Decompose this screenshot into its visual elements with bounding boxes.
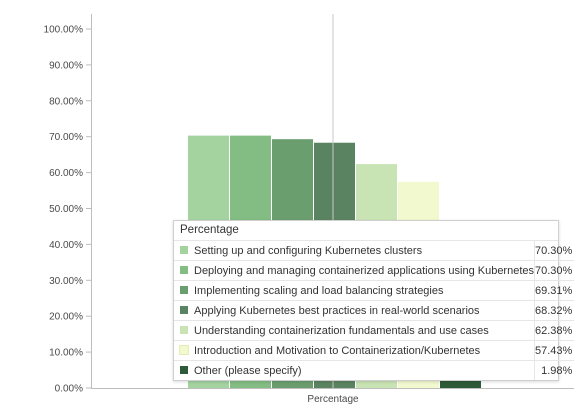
legend-swatch xyxy=(180,285,188,294)
tooltip-row: Applying Kubernetes best practices in re… xyxy=(174,300,574,321)
bar[interactable] xyxy=(440,380,481,388)
tooltip-series-cell: Other (please specify) xyxy=(174,361,535,381)
legend-swatch xyxy=(179,344,189,355)
legend-swatch xyxy=(180,245,188,254)
tooltip-row: Introduction and Motivation to Container… xyxy=(174,340,574,361)
tooltip-series-name: Implementing scaling and load balancing … xyxy=(194,284,444,297)
tooltip-series-cell: Implementing scaling and load balancing … xyxy=(174,280,535,301)
legend-swatch xyxy=(180,365,188,374)
tooltip-series-name: Applying Kubernetes best practices in re… xyxy=(194,304,480,317)
tooltip-series-name: Setting up and configuring Kubernetes cl… xyxy=(194,244,423,257)
tooltip-series-cell: Introduction and Motivation to Container… xyxy=(174,340,535,361)
tooltip-row: Other (please specify) 1.98% xyxy=(174,360,574,381)
y-tick-label: 20.00% xyxy=(49,312,83,323)
tooltip-series-name: Understanding containerization fundament… xyxy=(194,324,489,337)
x-tick-label: Percentage xyxy=(307,394,359,405)
legend-swatch xyxy=(180,325,188,334)
tooltip-series-cell: Deploying and managing containerized app… xyxy=(174,260,535,281)
y-tick-label: 80.00% xyxy=(49,96,83,107)
tooltip-table: Setting up and configuring Kubernetes cl… xyxy=(174,241,574,380)
y-tick-label: 10.00% xyxy=(49,348,83,359)
legend-swatch xyxy=(180,265,188,274)
tooltip-row: Setting up and configuring Kubernetes cl… xyxy=(174,241,574,261)
y-tick-label: 0.00% xyxy=(55,384,83,395)
chart-tooltip: Percentage Setting up and configuring Ku… xyxy=(173,220,574,381)
y-tick-label: 60.00% xyxy=(49,168,83,179)
tooltip-series-value: 69.31% xyxy=(534,280,574,301)
tooltip-series-value: 62.38% xyxy=(534,320,574,341)
y-axis: 0.00% 10.00% 20.00% 30.00% 40.00% 50.00% 60.00… xyxy=(44,25,91,395)
legend-swatch xyxy=(180,305,188,314)
tooltip-series-cell: Understanding containerization fundament… xyxy=(174,320,535,341)
tooltip-series-value: 70.30% xyxy=(534,260,574,281)
tooltip-series-value: 1.98% xyxy=(534,360,574,380)
y-tick-label: 90.00% xyxy=(49,60,83,71)
y-tick-label: 40.00% xyxy=(49,240,83,251)
tooltip-series-cell: Applying Kubernetes best practices in re… xyxy=(174,300,535,321)
y-tick-label: 70.00% xyxy=(49,132,83,143)
tooltip-series-name: Deploying and managing containerized app… xyxy=(194,264,535,277)
tooltip-series-cell: Setting up and configuring Kubernetes cl… xyxy=(174,241,535,261)
tooltip-series-value: 68.32% xyxy=(534,300,574,321)
tooltip-row: Implementing scaling and load balancing … xyxy=(174,280,574,301)
tooltip-series-name: Introduction and Motivation to Container… xyxy=(194,344,481,357)
tooltip-row: Understanding containerization fundament… xyxy=(174,320,574,341)
tooltip-series-value: 70.30% xyxy=(534,241,574,261)
tooltip-series-name: Other (please specify) xyxy=(194,364,302,377)
tooltip-series-value: 57.43% xyxy=(534,340,574,361)
tooltip-row: Deploying and managing containerized app… xyxy=(174,260,574,281)
y-tick-label: 100.00% xyxy=(44,25,84,36)
tooltip-header: Percentage xyxy=(174,221,558,241)
y-tick-label: 50.00% xyxy=(49,204,83,215)
y-tick-label: 30.00% xyxy=(49,276,83,287)
